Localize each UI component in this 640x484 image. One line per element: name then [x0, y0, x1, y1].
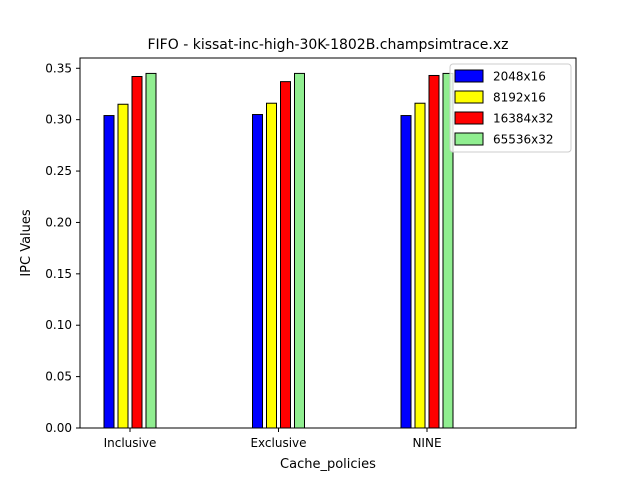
x-tick-label: Inclusive	[104, 436, 157, 450]
bar-2048x16-inclusive	[103, 115, 115, 429]
legend-label: 16384x32	[493, 112, 554, 126]
y-axis: 0.00 0.05 0.10 0.15 0.20 0.25 0.30 0.35	[45, 61, 80, 435]
chart-title: FIFO - kissat-inc-high-30K-1802B.champsi…	[148, 37, 509, 53]
legend-swatch-2048x16	[454, 69, 484, 83]
legend-label: 8192x16	[493, 91, 546, 105]
bar-8192x16-nine	[414, 102, 426, 429]
bar-8192x16-exclusive	[266, 102, 277, 429]
x-axis: Inclusive Exclusive NINE	[104, 428, 442, 450]
y-tick-label: 0.20	[45, 215, 72, 229]
y-tick-label: 0.15	[45, 267, 72, 281]
y-tick-label: 0.35	[45, 61, 72, 75]
x-axis-label: Cache_policies	[280, 457, 376, 472]
y-tick-label: 0.05	[45, 370, 72, 384]
legend-label: 2048x16	[493, 70, 546, 84]
legend: 2048x16 8192x16 16384x32 65536x32	[449, 63, 572, 153]
legend-swatch-8192x16	[454, 90, 484, 104]
bar-2048x16-exclusive	[252, 114, 263, 429]
bar-65536x32-inclusive	[145, 72, 157, 429]
y-tick-label: 0.10	[45, 318, 72, 332]
bar-8192x16-inclusive	[117, 103, 129, 429]
legend-label: 65536x32	[493, 133, 554, 147]
y-axis-label: IPC Values	[19, 209, 34, 277]
legend-box	[449, 63, 572, 153]
bar-2048x16-nine	[400, 115, 412, 429]
plot-frame	[79, 57, 577, 429]
y-tick-label: 0.30	[45, 113, 72, 127]
bar-65536x32-exclusive	[294, 72, 305, 429]
bar-16384x32-nine	[428, 74, 440, 429]
bar-16384x32-exclusive	[280, 81, 291, 429]
y-tick-label: 0.25	[45, 164, 72, 178]
legend-swatch-65536x32	[454, 132, 484, 146]
bars-group	[103, 72, 454, 429]
bar-16384x32-inclusive	[131, 76, 143, 429]
x-tick-label: Exclusive	[250, 436, 306, 450]
x-tick-label: NINE	[412, 436, 441, 450]
y-tick-label: 0.00	[45, 421, 72, 435]
legend-swatch-16384x32	[454, 111, 484, 125]
